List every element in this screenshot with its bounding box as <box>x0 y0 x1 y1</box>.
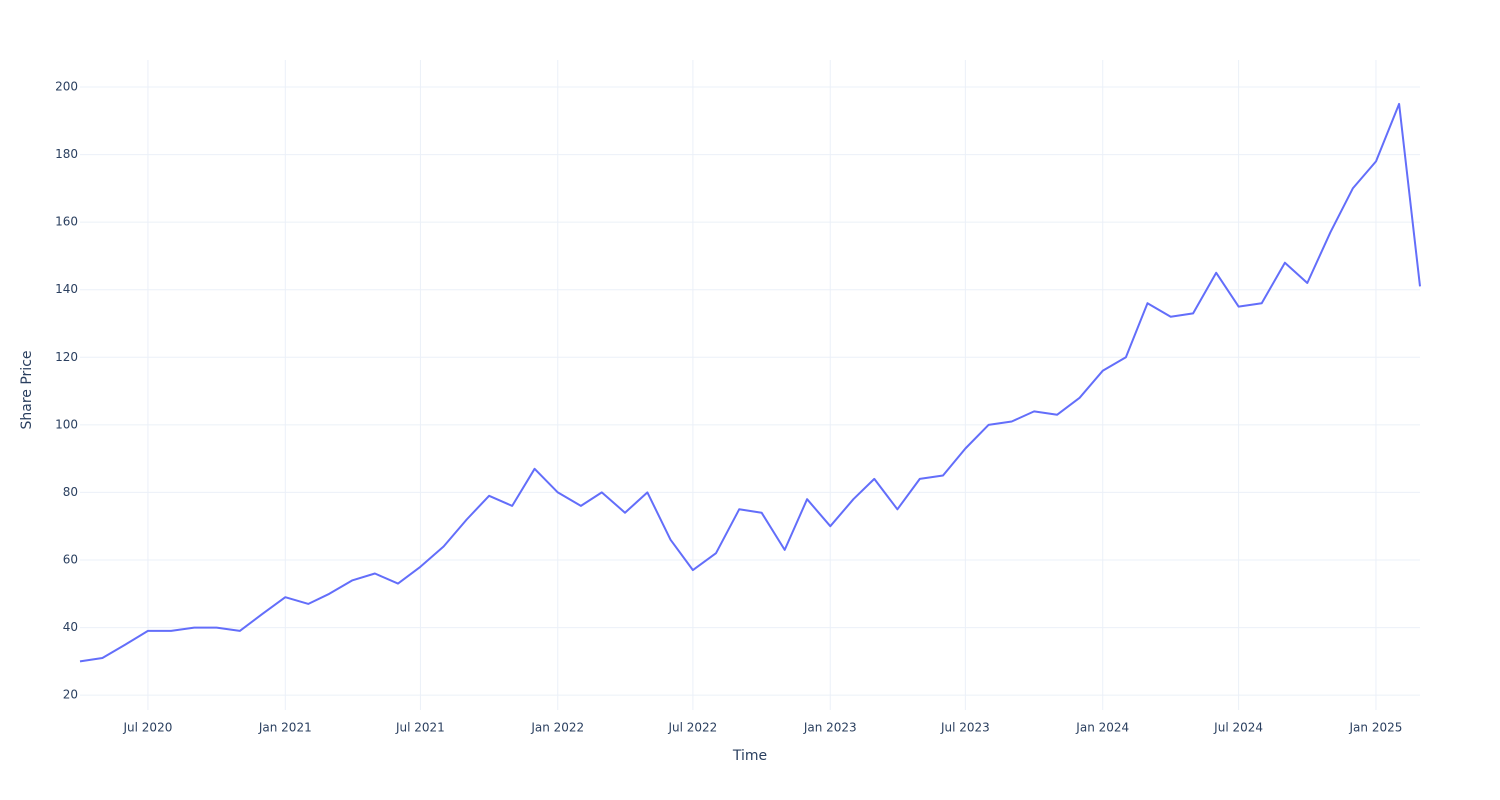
y-tick-label: 100 <box>55 417 78 431</box>
x-tick-label: Jan 2021 <box>258 721 312 735</box>
x-tick-label: Jul 2022 <box>667 721 717 735</box>
x-tick-label: Jul 2024 <box>1213 721 1263 735</box>
y-tick-label: 80 <box>63 485 78 499</box>
y-tick-label: 60 <box>63 553 78 567</box>
x-tick-label: Jan 2024 <box>1075 721 1129 735</box>
y-axis-title: Share Price <box>19 350 35 429</box>
y-tick-label: 180 <box>55 147 78 161</box>
y-tick-label: 120 <box>55 350 78 364</box>
y-tick-label: 200 <box>55 80 78 94</box>
y-tick-label: 40 <box>63 620 78 634</box>
y-tick-label: 20 <box>63 688 78 702</box>
x-tick-label: Jul 2021 <box>395 721 445 735</box>
x-tick-label: Jan 2025 <box>1349 721 1403 735</box>
price-line <box>79 102 1421 663</box>
y-tick-label: 160 <box>55 215 78 229</box>
x-tick-label: Jul 2020 <box>123 721 173 735</box>
x-tick-label: Jan 2022 <box>530 721 584 735</box>
x-axis-title: Time <box>732 748 767 764</box>
x-tick-label: Jan 2023 <box>803 721 857 735</box>
x-tick-label: Jul 2023 <box>940 721 990 735</box>
y-tick-label: 140 <box>55 282 78 296</box>
